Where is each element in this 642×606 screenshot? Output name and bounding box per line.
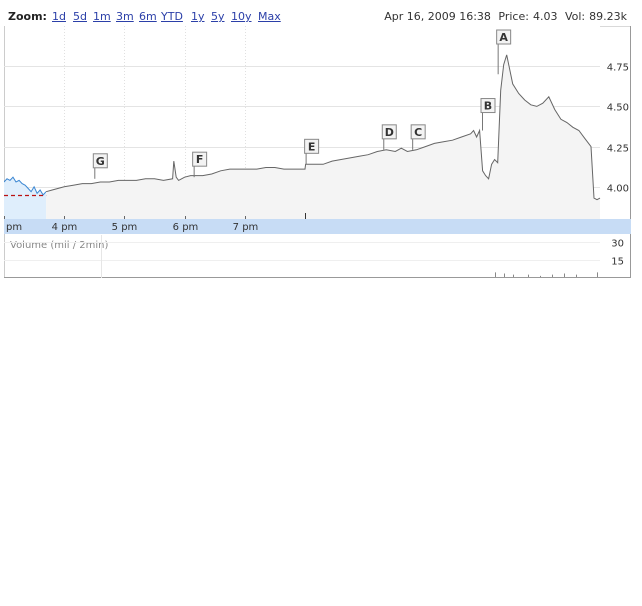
volume-label: Vol: xyxy=(564,10,586,23)
y-tick-label: 4.25 xyxy=(607,144,629,155)
flag-a-box xyxy=(496,29,512,45)
volume-layer: Volume (mil / 2min) 15 30 xyxy=(4,235,624,278)
flag-g-label: G xyxy=(96,155,105,168)
time-axis-strip xyxy=(4,219,631,234)
zoom-label: Zoom: xyxy=(8,10,47,23)
zoom-ytd-link[interactable]: YTD xyxy=(161,10,183,23)
regular-area xyxy=(4,177,47,219)
flag-e-label: E xyxy=(308,140,316,153)
flag-c-label: C xyxy=(414,126,422,139)
after-hours-price-line xyxy=(45,54,601,201)
flag-f-label: F xyxy=(196,153,204,166)
zoom-5y-link[interactable]: 5y xyxy=(211,10,225,23)
regular-price-line xyxy=(4,176,47,196)
zoom-toolbar: Zoom: 1d 5d 1m 3m 6m YTD 1y 5y 10y Max A… xyxy=(4,4,631,27)
y-tick-label: 4.75 xyxy=(607,63,629,74)
axis-layer: 4.00 4.25 4.50 4.75 pm 4 pm 5 pm 6 pm 7 pm xyxy=(4,63,631,234)
quote-status: Apr 16, 2009 16:38 Price: 4.03 Vol: 89.23k xyxy=(380,10,627,23)
flag-e-box xyxy=(304,138,320,154)
flag-a-label: A xyxy=(499,31,508,44)
x-tick-label: pm xyxy=(6,222,22,233)
y-tick-label: 4.50 xyxy=(607,103,629,114)
zoom-10y-link[interactable]: 10y xyxy=(231,10,252,23)
x-tick-label: 4 pm xyxy=(52,222,78,233)
zoom-1d-link[interactable]: 1d xyxy=(52,10,66,23)
flag-d-label: D xyxy=(385,126,394,139)
price-layer xyxy=(4,54,601,220)
x-tick-label: 7 pm xyxy=(233,222,259,233)
flag-d-box xyxy=(381,124,397,140)
volume-tick-label: 30 xyxy=(611,239,624,250)
stock-chart-widget: Zoom: 1d 5d 1m 3m 6m YTD 1y 5y 10y Max A… xyxy=(4,4,631,278)
zoom-1m-link[interactable]: 1m xyxy=(93,10,111,23)
price-label: Price: xyxy=(498,10,529,23)
zoom-3m-link[interactable]: 3m xyxy=(116,10,134,23)
flag-c-box xyxy=(410,124,426,140)
y-tick-label: 4.00 xyxy=(607,184,629,195)
x-tick-label: 6 pm xyxy=(173,222,199,233)
volume-tick-label: 15 xyxy=(611,257,624,268)
flag-g-box xyxy=(92,153,108,169)
quote-date: Apr 16, 2009 16:38 xyxy=(384,10,491,23)
after-hours-area xyxy=(46,54,601,220)
zoom-1y-link[interactable]: 1y xyxy=(191,10,205,23)
flag-b-box xyxy=(480,98,496,114)
volume-title: Volume (mil / 2min) xyxy=(10,240,109,251)
flag-b-label: B xyxy=(484,100,492,113)
zoom-6m-link[interactable]: 6m xyxy=(139,10,157,23)
zoom-5d-link[interactable]: 5d xyxy=(73,10,87,23)
flag-f-box xyxy=(192,151,208,167)
x-tick-label: 5 pm xyxy=(112,222,138,233)
price-value: 4.03 xyxy=(532,10,558,23)
flag-layer: G F E D C B A xyxy=(92,29,512,179)
zoom-max-link[interactable]: Max xyxy=(258,10,281,23)
volume-value: 89.23k xyxy=(589,10,627,23)
price-chart[interactable]: 4.00 4.25 4.50 4.75 pm 4 pm 5 pm 6 pm 7 pm G F E D C… xyxy=(4,26,631,278)
